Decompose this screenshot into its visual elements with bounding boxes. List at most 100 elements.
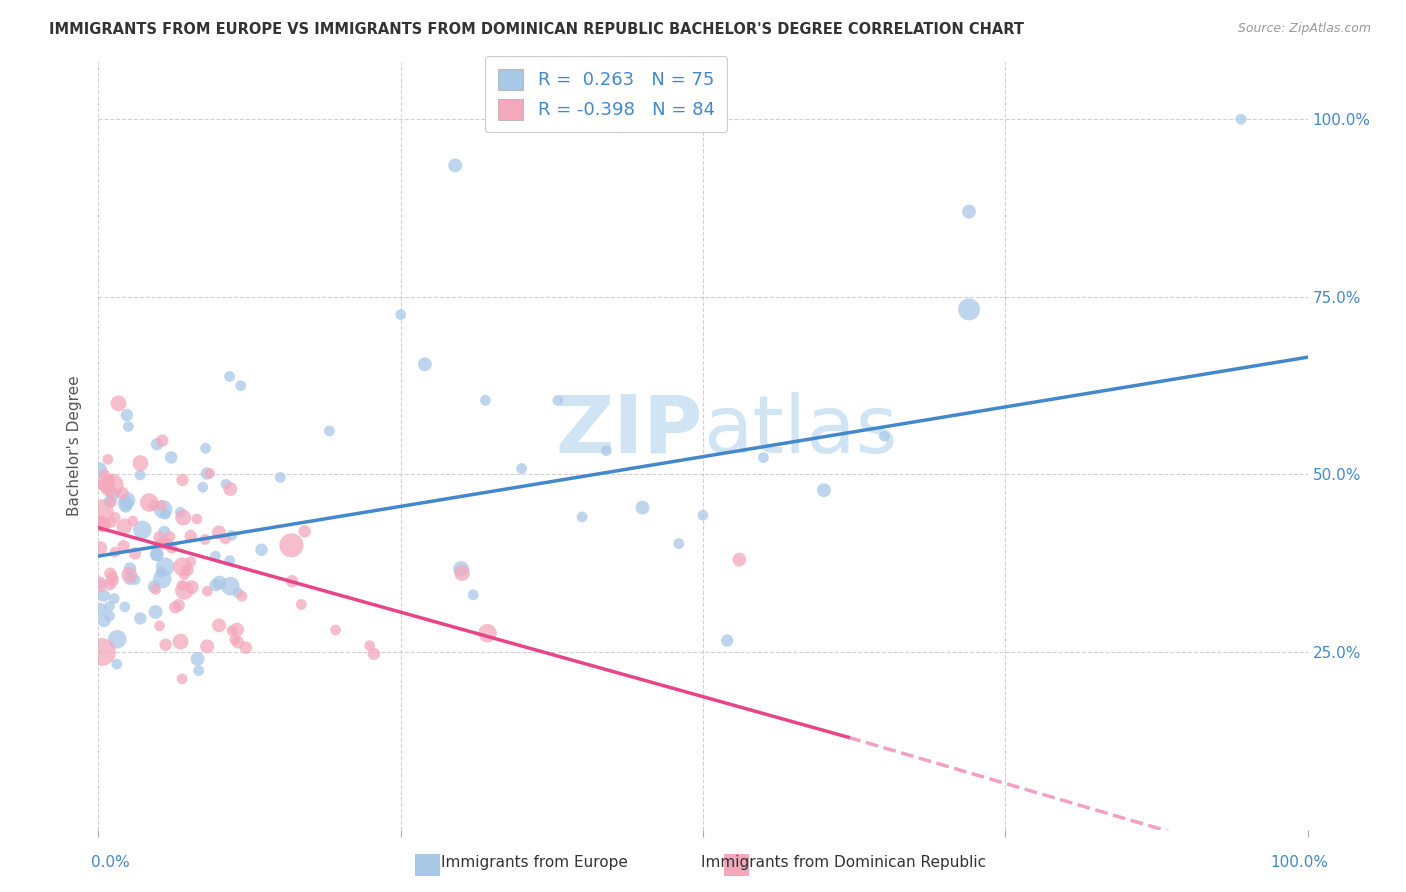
Point <box>198 467 221 481</box>
Point <box>169 634 191 648</box>
Point <box>111 486 134 500</box>
Point <box>152 502 174 516</box>
Point <box>100 495 122 509</box>
Point <box>87 476 110 491</box>
Point <box>173 583 195 598</box>
Point <box>221 528 243 542</box>
Point <box>104 545 127 559</box>
Point <box>98 577 121 591</box>
Point <box>363 647 385 661</box>
Point <box>91 645 114 659</box>
Point <box>224 632 246 647</box>
Point <box>115 408 138 422</box>
Point <box>91 478 114 492</box>
Point <box>107 396 129 410</box>
Point <box>129 611 152 625</box>
Point <box>87 576 110 591</box>
Point <box>204 549 226 564</box>
Point <box>957 204 980 219</box>
Point <box>957 302 980 317</box>
Point <box>218 553 240 567</box>
Point <box>172 473 194 487</box>
Point <box>100 516 122 530</box>
Point <box>155 638 177 652</box>
Point <box>101 573 124 587</box>
Point <box>219 579 242 593</box>
Point <box>226 635 249 649</box>
Point <box>104 510 127 524</box>
Point <box>173 567 195 582</box>
Point <box>146 437 169 451</box>
Point <box>97 473 120 487</box>
Point <box>813 483 835 498</box>
Point <box>100 478 122 492</box>
Point <box>186 512 208 526</box>
Point <box>474 393 496 408</box>
Point <box>98 599 121 614</box>
Point <box>117 419 139 434</box>
Point <box>146 547 169 561</box>
Point <box>101 487 124 501</box>
Point <box>93 517 115 532</box>
Point <box>194 442 217 456</box>
Point <box>97 452 120 467</box>
Point <box>444 158 467 172</box>
Point <box>160 450 183 465</box>
Point <box>477 626 499 640</box>
Point <box>89 516 111 530</box>
Point <box>156 537 179 551</box>
Point <box>100 481 122 495</box>
Legend: R =  0.263   N = 75, R = -0.398   N = 84: R = 0.263 N = 75, R = -0.398 N = 84 <box>485 56 727 132</box>
Point <box>716 633 738 648</box>
Point <box>172 559 194 574</box>
Point <box>215 477 238 491</box>
Point <box>631 500 654 515</box>
Point <box>235 640 257 655</box>
Point <box>98 494 121 508</box>
Point <box>103 591 125 606</box>
Point <box>281 574 304 589</box>
Text: Immigrants from Europe: Immigrants from Europe <box>441 855 627 870</box>
Point <box>194 533 217 547</box>
Point <box>176 563 198 577</box>
Point <box>180 580 202 594</box>
Point <box>510 461 533 475</box>
Point <box>114 500 136 514</box>
Point <box>150 499 173 513</box>
Point <box>195 640 218 654</box>
Point <box>142 498 165 512</box>
Point <box>145 582 167 597</box>
Point <box>93 467 115 482</box>
Text: atlas: atlas <box>703 392 897 470</box>
Point <box>145 548 167 562</box>
Point <box>105 632 128 647</box>
Point <box>159 530 181 544</box>
Point <box>226 586 249 600</box>
Text: Source: ZipAtlas.com: Source: ZipAtlas.com <box>1237 22 1371 36</box>
Point <box>269 470 291 484</box>
Point <box>218 369 240 384</box>
Point <box>1230 112 1253 127</box>
Point <box>124 573 146 587</box>
Point <box>413 357 436 371</box>
Point <box>547 393 569 408</box>
Point <box>98 609 121 624</box>
Point <box>389 308 412 322</box>
Point <box>118 561 141 575</box>
Point <box>150 572 173 586</box>
Point <box>728 552 751 566</box>
Point <box>692 508 714 523</box>
Point <box>226 623 249 637</box>
Point <box>150 536 173 550</box>
Point <box>172 510 194 524</box>
Point <box>180 529 202 543</box>
Point <box>121 514 143 528</box>
Text: Immigrants from Dominican Republic: Immigrants from Dominican Republic <box>702 855 986 870</box>
Point <box>280 538 302 552</box>
Point <box>142 580 165 594</box>
Point <box>165 600 187 615</box>
Point <box>752 450 775 465</box>
Point <box>451 566 474 580</box>
Point <box>89 602 111 616</box>
Point <box>98 473 121 487</box>
